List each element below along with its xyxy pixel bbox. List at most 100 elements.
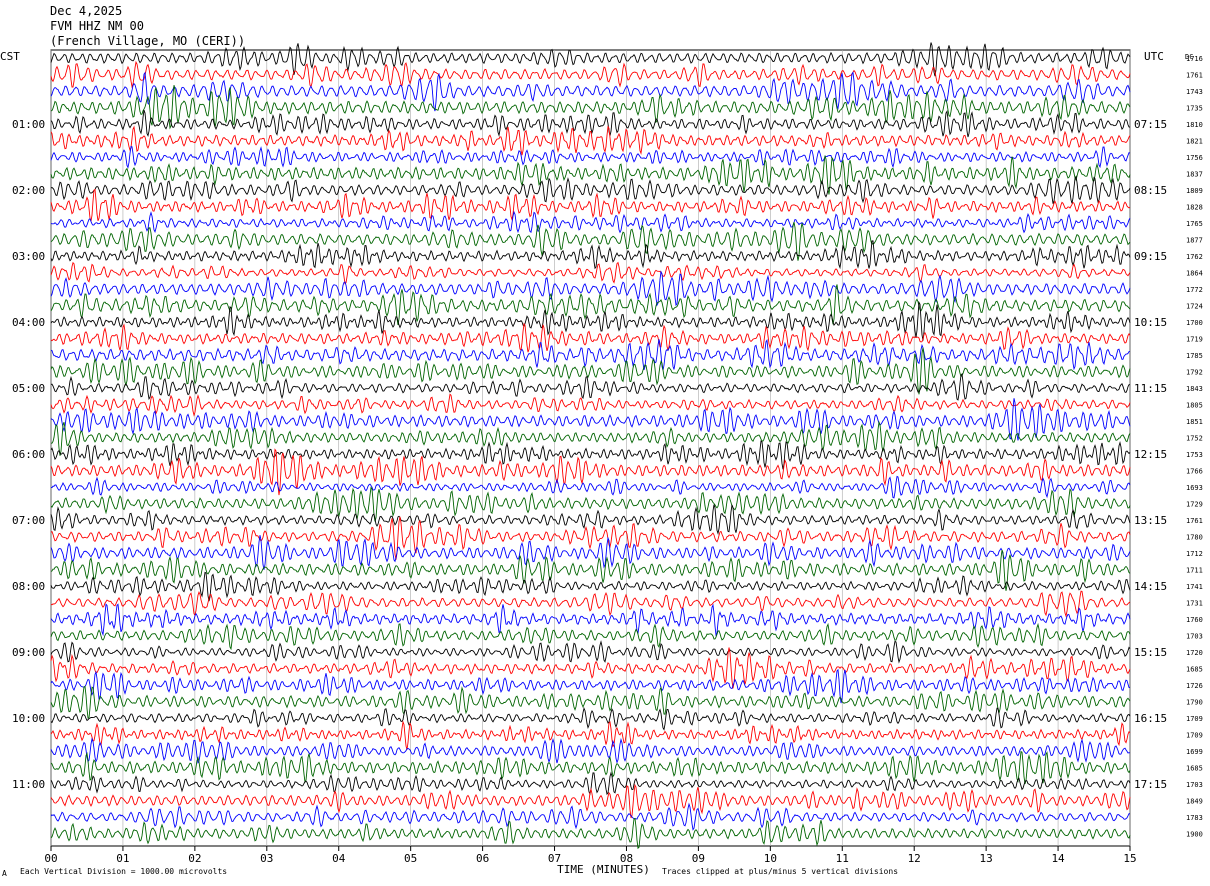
utc-time-label: 07:15 <box>1134 118 1167 131</box>
utc-time-label: 09:15 <box>1134 250 1167 263</box>
seismic-trace <box>50 398 1131 441</box>
seismic-trace <box>50 448 1131 496</box>
dc-value-label: 1719 <box>1186 336 1203 344</box>
seismic-trace <box>50 125 1131 156</box>
dc-value-label: 1766 <box>1186 468 1203 476</box>
seismic-trace <box>50 668 1131 704</box>
dc-value-label: 1716 <box>1186 55 1203 63</box>
cst-time-label: 09:00 <box>12 646 45 659</box>
x-tick-label: 00 <box>44 852 57 865</box>
dc-value-label: 1709 <box>1186 732 1203 740</box>
cst-time-label: 07:00 <box>12 514 45 527</box>
x-tick-label: 14 <box>1051 852 1065 865</box>
x-tick-label: 08 <box>620 852 633 865</box>
seismic-trace <box>50 817 1131 850</box>
clip-note: Traces clipped at plus/minus 5 vertical … <box>662 867 899 876</box>
seismic-trace <box>50 640 1131 664</box>
dc-value-label: 1877 <box>1186 237 1203 245</box>
dc-value-label: 1720 <box>1186 649 1203 657</box>
utc-time-label: 15:15 <box>1134 646 1167 659</box>
corner-mark: A <box>2 869 7 878</box>
seismic-trace <box>50 393 1131 417</box>
dc-value-label: 1699 <box>1186 748 1203 756</box>
x-tick-label: 07 <box>548 852 561 865</box>
cst-time-label: 11:00 <box>12 778 45 791</box>
seismic-trace <box>50 210 1131 234</box>
dc-value-label: 1752 <box>1186 435 1203 443</box>
dc-value-label: 1790 <box>1186 699 1203 707</box>
x-tick-label: 15 <box>1123 852 1136 865</box>
x-tick-label: 02 <box>188 852 201 865</box>
dc-value-label: 1741 <box>1186 583 1203 591</box>
seismic-trace <box>50 240 1131 270</box>
x-tick-label: 09 <box>692 852 705 865</box>
seismic-trace <box>50 590 1131 618</box>
dc-value-label: 1849 <box>1186 798 1203 806</box>
dc-value-label: 1762 <box>1186 253 1203 261</box>
utc-time-label: 17:15 <box>1134 778 1167 791</box>
cst-time-label: 10:00 <box>12 712 45 725</box>
dc-value-label: 1864 <box>1186 270 1203 278</box>
dc-value-label: 1711 <box>1186 567 1203 575</box>
seismic-trace <box>51 420 1131 456</box>
seismic-trace <box>50 504 1131 535</box>
dc-value-label: 1792 <box>1186 369 1203 377</box>
header-date: Dec 4,2025 <box>50 4 123 18</box>
dc-value-label: 1700 <box>1186 319 1203 327</box>
seismic-trace <box>50 549 1131 591</box>
dc-value-label: 1760 <box>1186 616 1203 624</box>
seismic-trace <box>50 146 1131 169</box>
utc-time-label: 08:15 <box>1134 184 1167 197</box>
dc-value-label: 1703 <box>1186 633 1203 641</box>
seismic-trace <box>50 71 1131 112</box>
header-location: (French Village, MO (CERI)) <box>50 34 246 48</box>
seismic-trace <box>50 109 1131 138</box>
dc-value-label: 1685 <box>1186 666 1203 674</box>
seismic-trace <box>50 706 1131 731</box>
dc-value-label: 1731 <box>1186 600 1203 608</box>
dc-value-label: 1809 <box>1186 187 1203 195</box>
seismic-trace <box>50 475 1131 499</box>
seismic-trace <box>50 60 1131 89</box>
dc-value-label: 1805 <box>1186 402 1203 410</box>
dc-value-label: 1693 <box>1186 484 1203 492</box>
seismic-trace <box>50 571 1131 602</box>
dc-value-label: 1765 <box>1186 220 1203 228</box>
dc-value-label: 1761 <box>1186 517 1203 525</box>
seismic-trace <box>50 647 1131 689</box>
utc-time-label: 11:15 <box>1134 382 1167 395</box>
x-tick-label: 03 <box>260 852 273 865</box>
seismic-trace <box>50 155 1131 195</box>
cst-time-label: 08:00 <box>12 580 45 593</box>
seismic-trace <box>50 622 1131 651</box>
seismic-traces <box>50 42 1131 850</box>
seismic-trace <box>50 284 1131 325</box>
dc-value-label: 1735 <box>1186 105 1203 113</box>
cst-time-label: 02:00 <box>12 184 45 197</box>
dc-value-label: 1810 <box>1186 121 1203 129</box>
utc-axis-label: UTC <box>1144 50 1164 63</box>
x-axis-label: TIME (MINUTES) <box>557 863 650 876</box>
seismic-trace <box>50 720 1131 750</box>
dc-value-label: 1685 <box>1186 765 1203 773</box>
utc-time-label: 13:15 <box>1134 514 1167 527</box>
cst-time-label: 03:00 <box>12 250 45 263</box>
dc-value-label: 1724 <box>1186 303 1203 311</box>
seismic-trace <box>50 261 1131 285</box>
seismic-trace <box>50 802 1130 831</box>
seismic-trace <box>50 322 1131 353</box>
seismic-trace <box>50 339 1131 371</box>
dc-value-label: 1851 <box>1186 418 1203 426</box>
seismic-trace <box>50 685 1131 719</box>
dc-value-label: 1900 <box>1186 831 1203 839</box>
dc-value-label: 1753 <box>1186 451 1203 459</box>
dc-value-label: 1756 <box>1186 154 1203 162</box>
x-tick-label: 01 <box>116 852 129 865</box>
dc-value-label: 1843 <box>1186 385 1203 393</box>
dc-value-label: 1837 <box>1186 171 1203 179</box>
seismic-trace <box>50 188 1131 222</box>
dc-value-label: 1743 <box>1186 88 1203 96</box>
seismic-trace <box>50 440 1131 470</box>
scale-note: Each Vertical Division = 1000.00 microvo… <box>20 867 228 876</box>
